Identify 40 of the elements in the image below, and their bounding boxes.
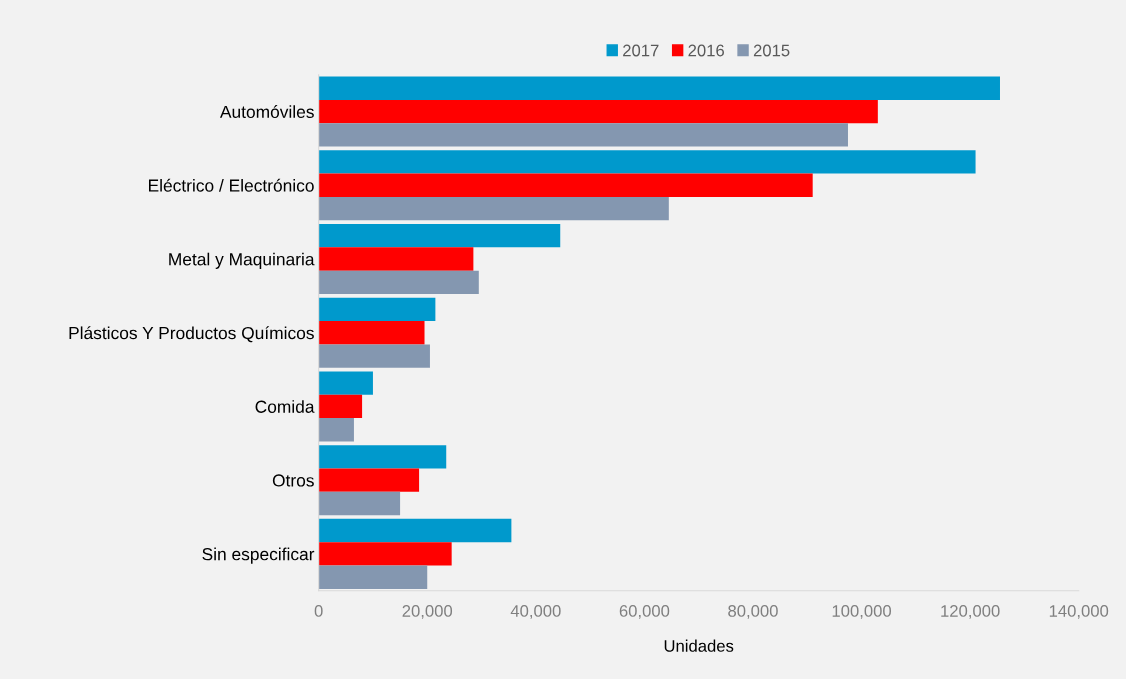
bar [318,321,425,345]
y-tick-label: Otros [272,474,314,487]
y-tick-label: Sin especificar [202,547,315,564]
x-tick-label: 20,000 [402,605,453,619]
bar [318,123,848,147]
legend-label: 2017 [623,44,659,57]
bar [318,150,976,174]
x-tick-label: 40,000 [510,605,561,619]
x-tick-label: 60,000 [619,605,670,619]
bar [318,247,474,271]
legend-label: 2015 [753,44,790,57]
bar [318,196,669,221]
legend-label: 2016 [688,44,724,57]
y-tick-label: Metal y Maquinaria [169,252,315,269]
bar [318,565,428,589]
bar [318,394,363,419]
bar [318,371,373,395]
bar [318,418,354,442]
x-tick-label: 80,000 [728,605,778,619]
x-tick-label: 120,000 [941,605,1000,619]
bar [318,173,813,197]
x-tick-label: 100,000 [832,605,892,619]
bar [318,491,401,516]
bar [318,270,479,295]
x-tick-label: 140,000 [1049,605,1109,619]
y-tick-label: Comida [255,400,315,413]
bar [318,445,447,469]
bar [318,468,420,492]
y-tick-label: Plásticos Y Productos Químicos [69,326,314,343]
x-tick-label: 0 [314,605,323,617]
bar [318,518,512,543]
bar [318,99,878,124]
bar [318,223,561,248]
bar [318,297,436,322]
x-axis-title: Unidades [664,639,734,652]
bar [318,76,1000,100]
bar [318,344,430,368]
y-tick-label: Automóviles [219,105,314,119]
y-tick-label: Eléctrico / Electrónico [149,178,314,192]
bar [318,542,452,566]
